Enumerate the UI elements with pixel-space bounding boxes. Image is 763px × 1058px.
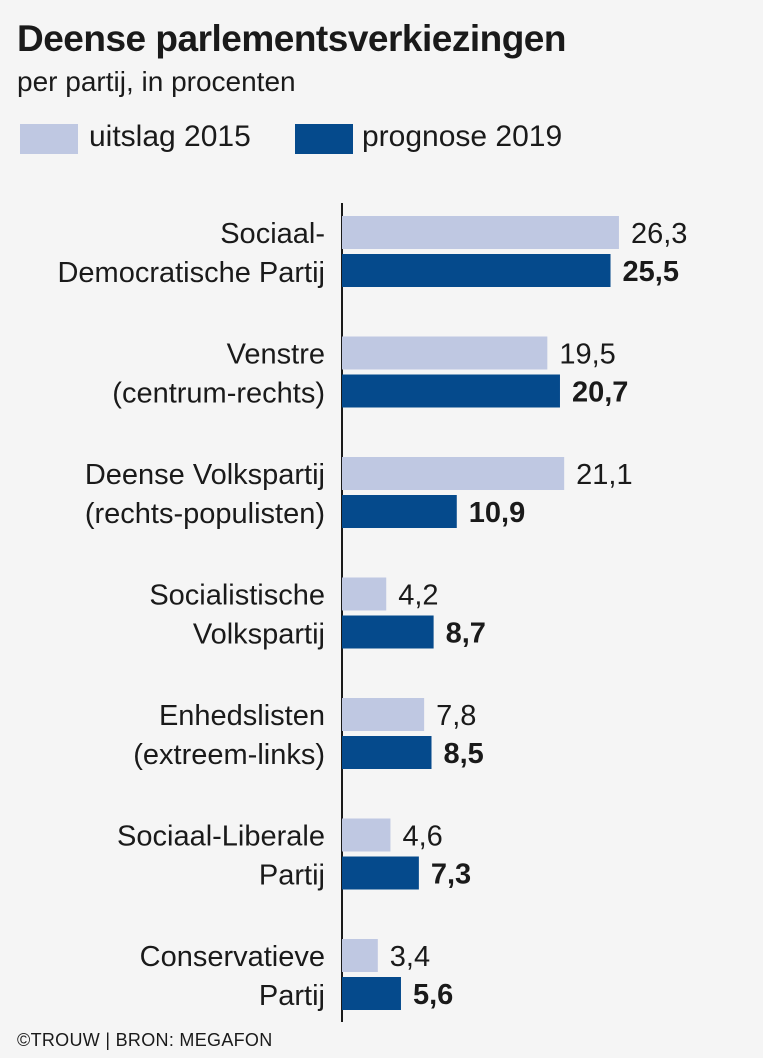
bar-prognose-2019-6 xyxy=(342,977,401,1010)
bar-prognose-2019-1 xyxy=(342,374,560,408)
value-label-uitslag-2015-3: 4,2 xyxy=(398,580,438,612)
category-label-1-line-0: Venstre xyxy=(227,339,325,371)
bar-uitslag-2015-4 xyxy=(342,698,425,731)
value-label-uitslag-2015-4: 7,8 xyxy=(436,700,476,732)
bar-uitslag-2015-1 xyxy=(342,336,548,370)
value-label-prognose-2019-4: 8,5 xyxy=(444,738,484,770)
bar-uitslag-2015-6 xyxy=(342,939,378,972)
category-label-0-line-1: Democratische Partij xyxy=(57,257,325,289)
legend-swatch-prognose-2019 xyxy=(295,124,353,154)
legend-label-prognose-2019: prognose 2019 xyxy=(362,120,563,153)
category-label-2-line-1: (rechts-populisten) xyxy=(85,498,325,530)
value-label-prognose-2019-5: 7,3 xyxy=(431,859,471,891)
category-label-6-line-1: Partij xyxy=(259,980,325,1012)
category-label-0-line-0: Sociaal- xyxy=(220,218,325,250)
value-label-uitslag-2015-6: 3,4 xyxy=(390,941,430,973)
value-label-prognose-2019-6: 5,6 xyxy=(413,979,453,1011)
category-label-5-line-1: Partij xyxy=(259,860,325,892)
category-label-1-line-1: (centrum-rechts) xyxy=(112,378,325,410)
category-label-5-line-0: Sociaal-Liberale xyxy=(117,821,325,853)
category-label-6-line-0: Conservatieve xyxy=(140,941,325,973)
bar-uitslag-2015-5 xyxy=(342,818,391,852)
bar-prognose-2019-3 xyxy=(342,615,434,649)
bar-uitslag-2015-3 xyxy=(342,577,387,611)
category-label-3-line-1: Volkspartij xyxy=(193,619,325,651)
legend-swatch-uitslag-2015 xyxy=(20,124,78,154)
value-label-prognose-2019-2: 10,9 xyxy=(469,497,525,529)
value-label-uitslag-2015-0: 26,3 xyxy=(631,218,687,250)
value-label-uitslag-2015-1: 19,5 xyxy=(559,339,615,371)
category-label-4-line-1: (extreem-links) xyxy=(133,739,325,771)
category-label-3-line-0: Socialistische xyxy=(149,580,325,612)
category-label-2-line-0: Deense Volkspartij xyxy=(85,459,325,491)
value-label-prognose-2019-1: 20,7 xyxy=(572,377,628,409)
legend: uitslag 2015 prognose 2019 xyxy=(17,118,717,158)
value-label-uitslag-2015-5: 4,6 xyxy=(402,821,442,853)
bar-prognose-2019-0 xyxy=(342,254,611,287)
legend-label-uitslag-2015: uitslag 2015 xyxy=(89,120,251,153)
value-label-prognose-2019-3: 8,7 xyxy=(446,618,486,650)
value-label-prognose-2019-0: 25,5 xyxy=(623,256,679,288)
chart-title: Deense parlementsverkiezingen xyxy=(17,18,566,59)
chart-subtitle: per partij, in procenten xyxy=(17,66,296,97)
bar-prognose-2019-4 xyxy=(342,736,432,769)
bar-uitslag-2015-0 xyxy=(342,216,619,249)
value-label-uitslag-2015-2: 21,1 xyxy=(576,459,632,491)
category-label-4-line-0: Enhedslisten xyxy=(159,700,325,732)
footer-source: ©TROUW | BRON: MEGAFON xyxy=(17,1030,273,1050)
bar-uitslag-2015-2 xyxy=(342,457,565,490)
bar-prognose-2019-2 xyxy=(342,495,457,528)
bar-prognose-2019-5 xyxy=(342,856,419,890)
